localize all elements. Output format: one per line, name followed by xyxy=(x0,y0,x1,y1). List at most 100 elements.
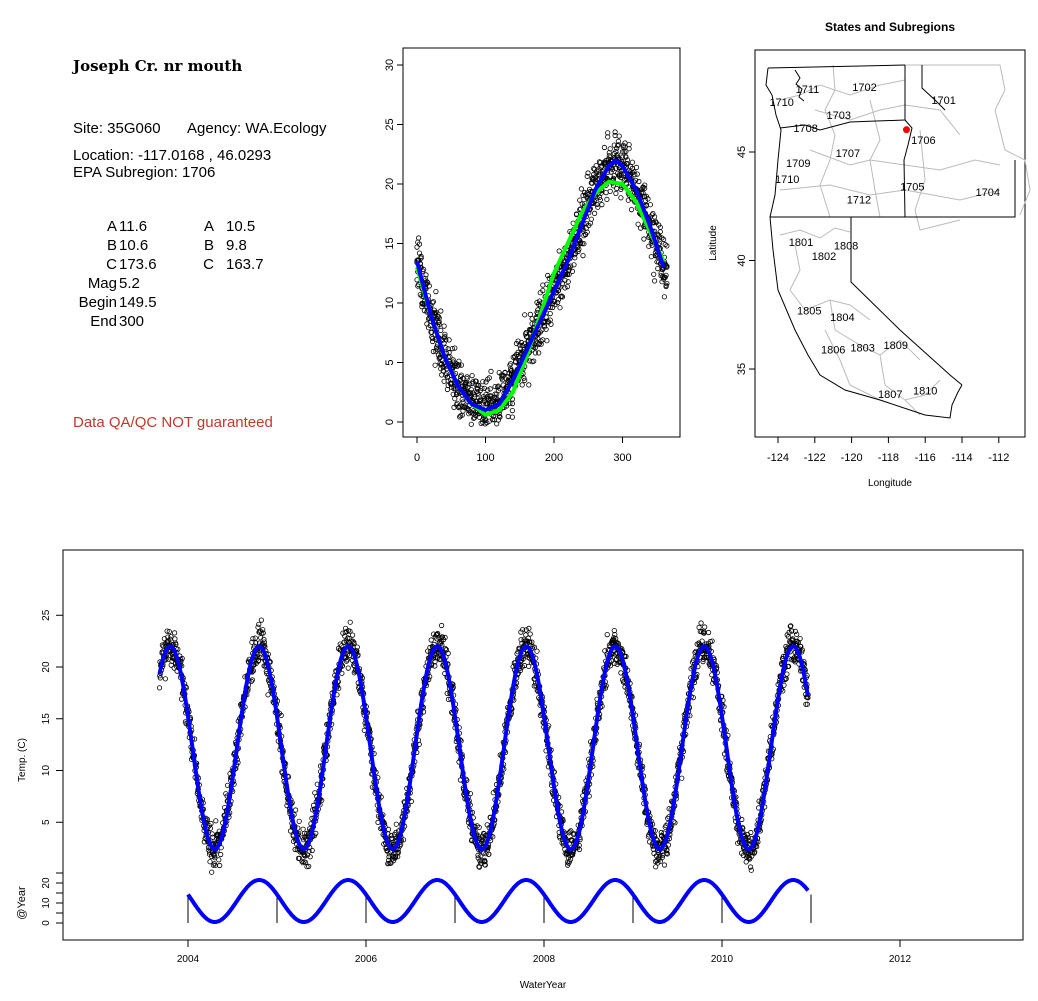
x-axis-label: WaterYear xyxy=(520,980,567,991)
data-point xyxy=(663,850,670,856)
data-point xyxy=(253,640,259,646)
data-point xyxy=(559,294,566,300)
data-point xyxy=(616,133,622,139)
data-point xyxy=(658,829,664,836)
data-point xyxy=(168,634,174,640)
data-point xyxy=(476,382,482,388)
data-point xyxy=(702,624,708,630)
region-label: 1806 xyxy=(821,344,845,356)
data-point xyxy=(566,859,573,865)
data-point xyxy=(468,421,474,427)
data-point xyxy=(613,190,619,196)
data-point xyxy=(626,142,632,148)
epa-subregion: EPA Subregion: 1706 xyxy=(73,164,215,181)
data-point xyxy=(748,829,754,836)
seasonal-scatter-plot: 0 100 200 300 0 5 10 15 20 25 30 xyxy=(384,47,681,464)
data-point xyxy=(752,849,758,855)
info-panel: Joseph Cr. nr mouth Site: 35G060 Agency:… xyxy=(71,57,327,431)
data-point xyxy=(168,662,174,668)
data-point xyxy=(572,255,578,261)
data-point xyxy=(651,278,658,284)
data-point xyxy=(619,154,626,160)
data-point xyxy=(250,635,256,642)
data-point xyxy=(507,400,513,406)
y2-tick-label: 10 xyxy=(41,897,52,909)
data-point xyxy=(296,818,302,824)
param-label: B xyxy=(107,237,117,254)
data-point xyxy=(580,253,586,259)
param-label: A xyxy=(204,218,214,235)
data-point xyxy=(302,834,308,840)
region-label: 1705 xyxy=(900,182,924,194)
data-point xyxy=(588,216,594,222)
data-point xyxy=(607,146,613,152)
data-point xyxy=(302,853,308,859)
region-label: 1712 xyxy=(847,195,871,207)
data-point xyxy=(659,235,665,241)
data-point xyxy=(637,225,644,231)
region-label: 1702 xyxy=(852,82,876,94)
data-point xyxy=(260,627,266,633)
data-point xyxy=(492,391,498,397)
data-point xyxy=(428,329,434,335)
data-point xyxy=(568,828,574,834)
data-point xyxy=(428,637,434,643)
data-point xyxy=(164,628,170,634)
x-tick-label: 2008 xyxy=(533,954,556,965)
data-point xyxy=(487,386,493,392)
data-point xyxy=(591,171,597,177)
data-point xyxy=(518,339,525,346)
data-point xyxy=(799,647,805,653)
data-point xyxy=(522,312,528,318)
data-point xyxy=(661,862,668,868)
data-point xyxy=(473,378,479,384)
data-point xyxy=(426,283,432,289)
data-point xyxy=(470,379,476,385)
plot-frame xyxy=(402,47,681,438)
param-value: 9.8 xyxy=(226,237,247,254)
data-point xyxy=(584,173,590,179)
y2-axis-label: @Year xyxy=(16,886,28,920)
site-title: Joseph Cr. nr mouth xyxy=(71,57,242,75)
data-point xyxy=(480,850,486,856)
param-value: 173.6 xyxy=(119,256,157,273)
data-point xyxy=(255,624,261,630)
data-point xyxy=(512,353,518,359)
data-point xyxy=(519,627,526,633)
data-point xyxy=(258,654,264,661)
data-point xyxy=(544,338,550,344)
data-point xyxy=(526,663,532,670)
data-point xyxy=(651,214,658,220)
param-label: End xyxy=(90,313,117,330)
region-label: 1805 xyxy=(797,305,821,317)
data-point xyxy=(486,375,492,381)
data-point xyxy=(445,346,451,352)
data-point xyxy=(656,222,662,228)
data-point xyxy=(260,630,266,636)
data-point xyxy=(462,404,469,410)
data-point xyxy=(465,384,471,390)
x-tick-label: 0 xyxy=(414,452,420,464)
data-point xyxy=(485,393,491,399)
data-point xyxy=(208,820,214,827)
data-point xyxy=(445,650,451,657)
data-point xyxy=(663,272,669,278)
data-point xyxy=(481,385,487,391)
data-point xyxy=(430,348,436,355)
data-point xyxy=(466,411,472,417)
data-point xyxy=(439,634,445,640)
data-point xyxy=(497,414,503,420)
y-tick-label: 20 xyxy=(41,661,52,673)
data-point xyxy=(653,864,659,870)
data-point xyxy=(278,712,284,719)
data-point xyxy=(647,202,654,208)
fit-line-fit-blue xyxy=(415,158,666,413)
data-point xyxy=(482,858,488,865)
x-tick-label: -114 xyxy=(951,452,972,464)
data-point xyxy=(343,638,349,644)
data-point xyxy=(591,210,598,216)
data-point xyxy=(458,362,464,368)
data-point xyxy=(438,622,445,629)
data-point xyxy=(496,413,502,419)
region-label: 1802 xyxy=(812,251,836,263)
